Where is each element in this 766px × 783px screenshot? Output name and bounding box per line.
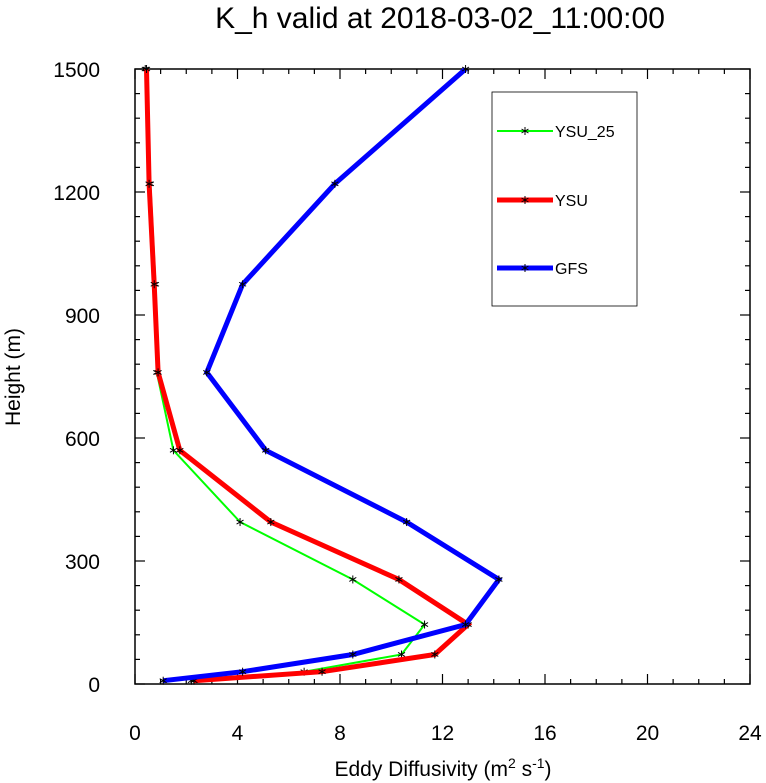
plot-frame [134, 68, 751, 685]
y-tick-label: 900 [65, 305, 100, 328]
data-point-ysu [150, 280, 158, 289]
data-point-gfs [261, 446, 270, 455]
data-point-ysu [145, 179, 153, 188]
series-ysu [142, 65, 473, 685]
legend-label-ysu: YSU [555, 193, 588, 210]
x-tick-label: 24 [738, 722, 762, 745]
series-line-ysu-25 [144, 68, 427, 682]
legend: YSU_25 YSU GFS [491, 91, 638, 307]
x-tick-label: 0 [129, 722, 141, 745]
y-tick-label: 1500 [53, 59, 100, 82]
data-point-ysu [142, 65, 151, 73]
y-tick-label: 1200 [53, 182, 100, 205]
x-tick-labels: 0 4 8 12 16 20 24 [129, 722, 762, 745]
legend-label-gfs: GFS [555, 261, 588, 278]
data-point-ysu [154, 368, 162, 377]
series-line-ysu [144, 68, 473, 684]
data-point-ysu-25 [236, 518, 244, 527]
x-tick-label: 4 [232, 722, 244, 745]
data-point-gfs [495, 575, 503, 584]
data-point-ysu [176, 446, 184, 455]
y-tick-label: 300 [65, 551, 100, 574]
series-lines [141, 65, 503, 685]
x-axis-title-main: Eddy Diffusivity (m [334, 758, 508, 781]
data-point-gfs [402, 518, 411, 527]
data-point-ysu-25 [169, 446, 178, 455]
x-tick-label: 12 [431, 722, 454, 745]
x-axis-title-sup1: 2 [508, 755, 516, 771]
x-tick-label: 20 [636, 722, 659, 745]
data-point-gfs [159, 676, 167, 685]
data-point-gfs [331, 179, 339, 188]
series-ysu-25 [141, 65, 429, 685]
chart-title: K_h valid at 2018-03-02_11:00:00 [215, 2, 665, 35]
legend-entry-gfs: GFS [497, 261, 588, 278]
legend-marker-ysu-25 [521, 127, 529, 135]
data-point-gfs [238, 667, 247, 676]
x-tick-label: 8 [334, 722, 346, 745]
data-point-gfs [349, 650, 357, 659]
data-point-gfs [203, 368, 211, 377]
x-axis-title-end: ) [545, 758, 552, 781]
series-line-gfs [162, 67, 503, 684]
data-point-ysu [431, 650, 439, 659]
x-axis-title-mid: s [516, 758, 532, 781]
legend-entry-ysu: YSU [497, 193, 588, 210]
axis-ticks [134, 68, 751, 685]
data-point-gfs [238, 280, 247, 289]
y-tick-label: 0 [88, 674, 100, 697]
series-gfs [159, 65, 503, 685]
x-axis-title: Eddy Diffusivity (m2 s-1) [334, 755, 551, 781]
legend-marker-gfs [521, 264, 529, 272]
data-point-gfs [461, 620, 470, 629]
x-tick-label: 16 [533, 722, 556, 745]
y-axis-title: Height (m) [2, 328, 25, 426]
legend-label-ysu-25: YSU_25 [555, 124, 615, 141]
data-point-gfs [461, 65, 470, 73]
y-tick-labels: 0 300 600 900 1200 1500 [53, 59, 100, 697]
data-point-ysu-25 [349, 575, 357, 584]
y-tick-label: 600 [65, 428, 100, 451]
x-axis-title-sup2: -1 [532, 755, 545, 771]
data-point-ysu-25 [420, 620, 429, 629]
data-point-ysu [267, 518, 275, 527]
data-point-ysu [318, 667, 326, 676]
legend-marker-ysu [521, 196, 529, 204]
data-point-ysu [395, 575, 403, 584]
legend-entry-ysu-25: YSU_25 [497, 124, 615, 141]
